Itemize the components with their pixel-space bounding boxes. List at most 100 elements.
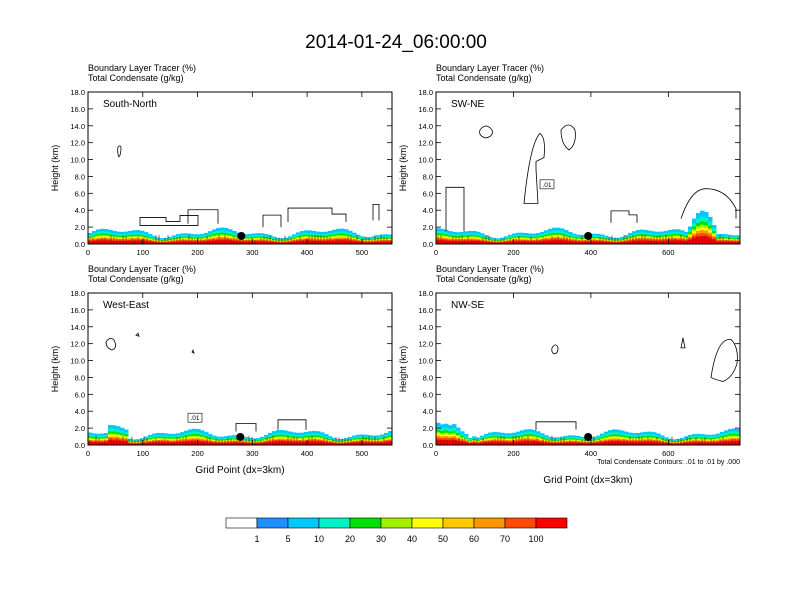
tracer-band xyxy=(212,442,217,445)
contour-label: .01 xyxy=(190,415,199,422)
tracer-band xyxy=(308,240,313,244)
y-tick-label: 10.0 xyxy=(418,357,433,366)
condensate-contour xyxy=(105,337,116,351)
y-tick-label: 8.0 xyxy=(423,373,433,382)
tracer-band xyxy=(356,241,361,244)
y-axis-label: Height (km) xyxy=(50,145,60,192)
tracer-band xyxy=(536,241,541,244)
tracer-band xyxy=(300,240,305,244)
tracer-band xyxy=(312,240,317,244)
colorbar-swatch xyxy=(442,517,475,529)
tracer-band xyxy=(464,442,469,445)
tracer-band xyxy=(248,443,253,445)
tracer-band xyxy=(572,241,577,244)
x-tick-label: 500 xyxy=(356,248,369,257)
colorbar-swatch xyxy=(225,517,258,529)
y-tick-label: 4.0 xyxy=(75,407,85,416)
y-tick-label: 0.0 xyxy=(75,441,85,450)
tracer-band xyxy=(576,241,581,244)
condensate-contour xyxy=(235,423,257,432)
tracer-band xyxy=(476,241,481,244)
tracer-field: .01 xyxy=(88,332,392,445)
tracer-band xyxy=(516,441,521,445)
y-tick-label: 0.0 xyxy=(423,441,433,450)
tracer-band xyxy=(132,443,137,445)
condensate-contour xyxy=(117,145,122,158)
tracer-band xyxy=(440,440,445,445)
y-tick-label: 4.0 xyxy=(75,206,85,215)
tracer-band xyxy=(612,242,617,244)
tracer-band xyxy=(240,442,245,445)
tracer-band xyxy=(452,241,457,244)
tracer-field xyxy=(436,337,740,445)
tracer-band xyxy=(728,241,733,244)
x-tick-label: 200 xyxy=(507,248,520,257)
tracer-band xyxy=(260,443,265,445)
x-tick-label: 0 xyxy=(86,449,90,458)
tracer-band xyxy=(444,240,449,244)
x-tick-label: 200 xyxy=(191,449,204,458)
tracer-band xyxy=(692,442,697,445)
condensate-contour xyxy=(523,132,545,204)
x-tick-label: 400 xyxy=(585,449,598,458)
tracer-band xyxy=(332,240,337,244)
location-marker xyxy=(236,432,245,441)
y-axis-label: Height (km) xyxy=(398,145,408,192)
tracer-band xyxy=(692,237,697,244)
tracer-band xyxy=(224,240,229,244)
tracer-band xyxy=(596,241,601,244)
tracer-band xyxy=(668,240,673,244)
tracer-band xyxy=(96,240,101,244)
tracer-band xyxy=(488,242,493,244)
tracer-band xyxy=(272,242,277,244)
colorbar-label: 60 xyxy=(469,534,479,544)
panel-south-north: Boundary Layer Tracer (%)Total Condensat… xyxy=(50,63,393,257)
tracer-band xyxy=(140,240,145,244)
tracer-band xyxy=(656,442,661,445)
tracer-band xyxy=(348,240,353,244)
tracer-band xyxy=(132,240,137,244)
y-tick-label: 2.0 xyxy=(75,223,85,232)
tracer-band xyxy=(492,242,497,244)
y-tick-label: 16.0 xyxy=(418,105,433,114)
y-tick-label: 0.0 xyxy=(423,240,433,249)
tracer-band xyxy=(696,442,701,445)
y-tick-label: 18.0 xyxy=(70,88,85,97)
tracer-band xyxy=(116,440,121,445)
tracer-band xyxy=(704,236,709,244)
y-axis-label: Height (km) xyxy=(50,346,60,393)
panel-header-condensate: Total Condensate (g/kg) xyxy=(436,274,532,284)
y-tick-label: 14.0 xyxy=(418,323,433,332)
tracer-band xyxy=(120,241,125,244)
tracer-band xyxy=(288,242,293,244)
condensate-contour xyxy=(262,214,282,228)
x-tick-label: 200 xyxy=(191,248,204,257)
y-tick-label: 4.0 xyxy=(423,407,433,416)
colorbar-swatch xyxy=(380,517,413,529)
tracer-band xyxy=(732,241,737,244)
plot-frame xyxy=(87,91,393,245)
tracer-band xyxy=(548,443,553,445)
contour-label-box xyxy=(539,179,555,190)
y-tick-label: 12.0 xyxy=(418,340,433,349)
tracer-band xyxy=(312,441,317,445)
colorbar-swatch xyxy=(504,517,537,529)
y-tick-label: 12.0 xyxy=(70,139,85,148)
tracer-band xyxy=(584,443,589,445)
tracer-band xyxy=(108,240,113,244)
condensate-contour xyxy=(680,188,737,219)
condensate-contour xyxy=(287,207,347,223)
tracer-band xyxy=(344,240,349,244)
tracer-band xyxy=(644,441,649,445)
tracer-band xyxy=(716,442,721,445)
tracer-band xyxy=(104,240,109,244)
tracer-band xyxy=(564,240,569,244)
tracer-band xyxy=(296,442,301,445)
colorbar-swatch xyxy=(411,517,444,529)
tracer-band xyxy=(372,242,377,244)
tracer-band xyxy=(344,443,349,445)
tracer-band xyxy=(552,443,557,445)
panel-name: West-East xyxy=(103,300,149,311)
tracer-band xyxy=(636,442,641,445)
y-axis-label: Height (km) xyxy=(398,346,408,393)
